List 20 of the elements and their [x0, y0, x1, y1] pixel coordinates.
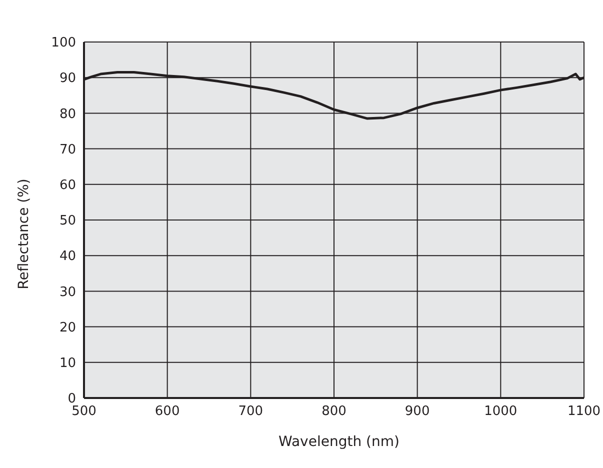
y-tick-label: 20 — [59, 320, 76, 336]
y-axis-title: Reflectance (%) — [16, 178, 32, 290]
x-tick-label: 1100 — [567, 404, 601, 420]
x-tick-label: 800 — [322, 404, 346, 420]
y-tick-label: 10 — [59, 356, 76, 372]
y-tick-label: 40 — [59, 249, 76, 264]
x-tick-label: 600 — [154, 404, 180, 420]
y-tick-label: 30 — [59, 284, 76, 300]
y-tick-label: 60 — [59, 178, 76, 194]
x-axis-title: Wavelength (nm) — [278, 434, 400, 450]
x-tick-label: 1000 — [484, 404, 518, 420]
y-tick-label: 70 — [59, 142, 76, 158]
y-tick-label: 0 — [68, 392, 76, 407]
y-tick-label: 50 — [59, 214, 76, 229]
x-tick-label: 900 — [404, 404, 430, 420]
y-tick-label: 100 — [51, 36, 76, 51]
x-tick-label: 500 — [72, 404, 96, 420]
y-tick-label: 90 — [59, 71, 76, 86]
x-tick-label: 700 — [238, 404, 264, 420]
y-tick-label: 80 — [59, 106, 76, 122]
